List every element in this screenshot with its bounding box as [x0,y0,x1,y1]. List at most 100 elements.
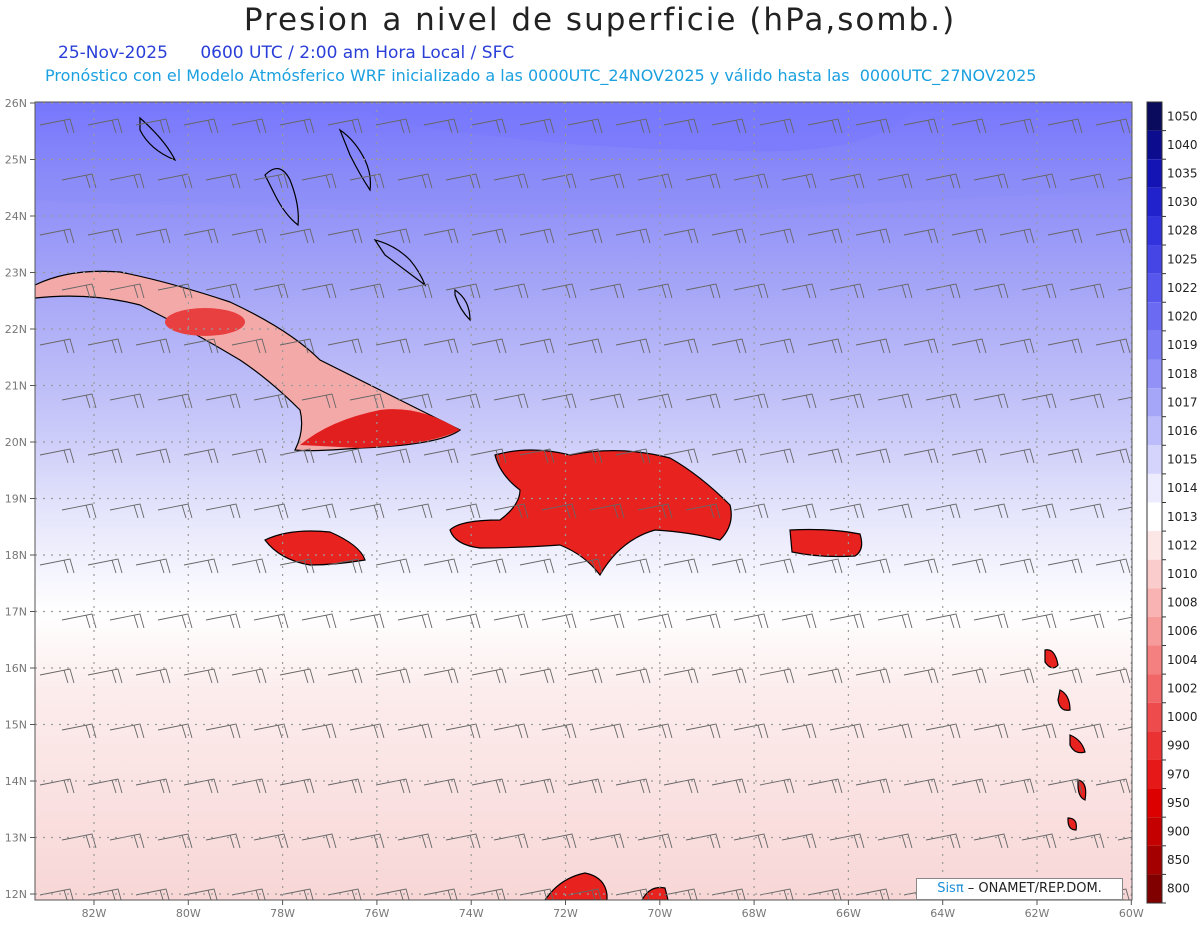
wind-barb [951,558,987,574]
wind-barb [1021,613,1057,629]
lon-label: 68W [742,907,767,920]
wind-barb [877,833,913,849]
colorbar-label: 1015 [1167,453,1198,467]
map-title: Presion a nivel de superficie (hPa,somb.… [243,2,957,38]
wind-barb [1095,778,1131,794]
colorbar-swatch [1147,216,1162,246]
wind-barb [205,393,241,409]
wind-barb [855,558,891,574]
wind-barb [1117,726,1132,731]
wind-barb [397,393,433,409]
wind-barb [493,613,529,629]
colorbar-label: 1000 [1167,710,1198,724]
wind-barb [541,173,577,189]
wind-barb [231,448,267,464]
wind-barb [759,448,795,464]
wind-barb [733,283,769,299]
wind-barb [183,558,219,574]
wind-barb [183,228,219,244]
lon-label: 66W [836,907,861,920]
wind-barb [279,778,315,794]
wind-barb [279,448,315,464]
wind-barb [423,778,459,794]
wind-barb [1095,338,1131,354]
wind-barb [759,778,795,794]
lat-label: 16N [5,662,27,675]
wind-barb [1069,173,1105,189]
wind-barb [253,833,289,849]
wind-barb [39,778,75,794]
wind-barb [951,668,987,684]
wind-barb [663,668,699,684]
wind-barb [567,778,603,794]
wind-barb [205,503,241,519]
wind-barb [733,393,769,409]
wind-barb [493,503,529,519]
wind-barb [61,393,97,409]
wind-barb [567,228,603,244]
colorbar-label: 1017 [1167,395,1198,409]
wind-barb [1069,283,1105,299]
colorbar-swatch [1147,159,1162,188]
wind-barb [637,283,673,299]
colorbar-label: 900 [1167,824,1190,838]
wind-barb [519,668,555,684]
colorbar-swatch [1147,359,1162,389]
wind-barb [589,283,625,299]
lon-label: 78W [270,907,295,920]
wind-barb [999,778,1035,794]
wind-barb [231,668,267,684]
colorbar-swatch [1147,130,1162,160]
wind-barb [1021,393,1057,409]
wind-barb [999,558,1035,574]
forecast-date: 25-Nov-2025 [58,43,168,63]
colorbar-swatch [1147,616,1162,646]
colorbar-label: 990 [1167,739,1190,753]
wind-barb [301,833,337,849]
wind-barb [541,283,577,299]
wind-barb [733,173,769,189]
lat-label: 17N [5,606,27,619]
wind-barb [999,118,1035,134]
wind-barb [759,228,795,244]
wind-barb [589,833,625,849]
wind-barb [39,448,75,464]
colorbar-swatch [1147,759,1162,789]
wind-barb [711,778,747,794]
colorbar-swatch [1147,416,1162,446]
wind-barb [423,338,459,354]
colorbar-swatch [1147,588,1162,617]
wind-barb [1117,396,1132,401]
wind-barb [829,393,865,409]
wind-barb [615,448,651,464]
wind-barb [109,503,145,519]
wind-barb [807,448,843,464]
wind-barb [87,888,122,900]
wind-barb [589,393,625,409]
lat-label: 22N [5,323,27,336]
wind-barb [685,173,721,189]
wind-barb [999,338,1035,354]
wind-barb [301,503,337,519]
wind-barb [327,778,363,794]
wind-barb [1069,833,1105,849]
wind-barb [1095,668,1131,684]
wind-barb [711,228,747,244]
wind-barb [87,448,123,464]
wind-barb [999,228,1035,244]
wind-barb [925,393,961,409]
land-hispaniola [449,449,732,577]
colorbar-label: 1006 [1167,624,1198,638]
colorbar-label: 1028 [1167,224,1198,238]
wind-barb [1095,118,1131,134]
wind-barbs [39,118,1132,900]
colorbar-swatch [1147,473,1162,503]
lat-label: 23N [5,267,27,280]
colorbar-label: 1010 [1167,567,1198,581]
wind-barb [87,558,123,574]
wind-barb [1047,558,1083,574]
wind-barb [829,283,865,299]
lat-label: 19N [5,493,27,506]
wind-barb [951,778,987,794]
wind-barb [925,833,961,849]
